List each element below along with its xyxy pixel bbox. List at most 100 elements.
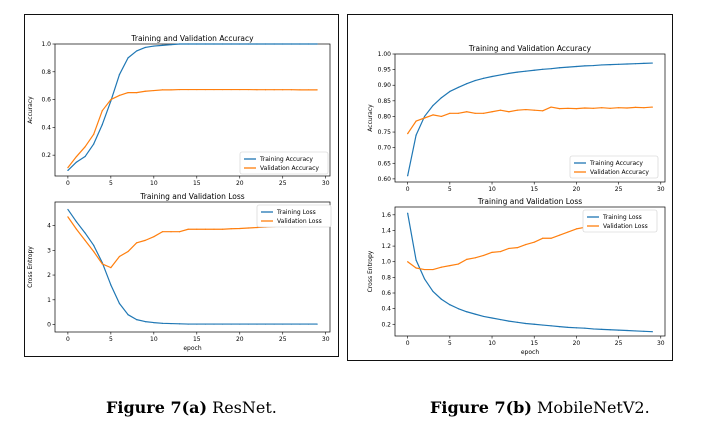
- resnet-accuracy-training-accuracy-point: [101, 123, 103, 126]
- resnet-accuracy-validation-accuracy-point: [75, 155, 78, 158]
- mobilenet-loss-training-loss-point: [584, 327, 586, 329]
- mobilenet-accuracy-training-accuracy-point: [432, 104, 434, 107]
- mobilenet-accuracy-ytick-label: 0.65: [378, 160, 392, 167]
- resnet-accuracy-validation-accuracy-point: [204, 88, 206, 91]
- resnet-accuracy-training-accuracy-point: [170, 44, 172, 46]
- resnet-loss-training-loss-point: [144, 321, 146, 323]
- resnet-loss-training-loss-point: [299, 323, 301, 325]
- mobilenet-accuracy-ytick-label: 0.60: [378, 176, 392, 183]
- mobilenet-loss-training-loss-point: [567, 326, 569, 328]
- resnet-accuracy-validation-accuracy-point: [213, 88, 215, 91]
- mobilenet-loss-ylabel: Cross Entropy: [367, 250, 374, 292]
- mobilenet-accuracy-training-accuracy-point: [457, 86, 459, 89]
- mobilenet-loss-training-loss-point: [592, 328, 594, 330]
- mobilenet-loss-training-loss-point: [491, 317, 493, 319]
- mobilenet-accuracy-xtick-label: 5: [448, 186, 452, 193]
- resnet-loss-training-loss-point: [256, 323, 258, 325]
- mobilenet-accuracy-training-accuracy-point: [533, 69, 535, 71]
- mobilenet-loss-validation-loss-point: [575, 228, 578, 230]
- mobilenet-accuracy-validation-accuracy-point: [499, 109, 502, 111]
- mobilenet-loss-xtick-label: 30: [657, 340, 665, 347]
- resnet-loss-ytick-label: 3: [47, 247, 51, 254]
- mobilenet-loss-xtick-label: 5: [448, 340, 452, 347]
- mobilenet-loss-training-loss-line: [407, 213, 653, 333]
- resnet-loss-training-loss-point: [264, 323, 267, 325]
- mobilenet-loss-validation-loss-point: [499, 250, 502, 253]
- resnet-accuracy-validation-accuracy-point: [316, 89, 318, 91]
- caption-resnet-label: Figure 7(a): [106, 398, 208, 417]
- resnet-accuracy-validation-accuracy-point: [110, 98, 112, 101]
- resnet-loss-training-loss-point: [127, 314, 129, 316]
- resnet-accuracy-training-accuracy-point: [136, 50, 138, 52]
- mobilenet-loss-training-loss-point: [457, 308, 459, 310]
- mobilenet-loss-training-loss-point: [415, 259, 417, 261]
- resnet-accuracy-xtick-label: 20: [236, 180, 244, 187]
- mobilenet-loss-ytick-label: 0.8: [381, 274, 391, 281]
- resnet-accuracy-training-accuracy-point: [179, 43, 181, 45]
- resnet-accuracy-validation-accuracy-point: [290, 89, 292, 91]
- mobilenet-accuracy-validation-accuracy-point: [474, 112, 476, 114]
- resnet-loss-training-loss-point: [84, 232, 86, 234]
- resnet-loss-validation-loss-point: [101, 263, 103, 265]
- mobilenet-accuracy-legend-label: Training Accuracy: [589, 160, 643, 167]
- resnet-loss-training-loss-point: [179, 323, 181, 325]
- mobilenet-accuracy-training-accuracy-point: [550, 68, 552, 70]
- resnet-accuracy-xtick-label: 10: [150, 180, 158, 187]
- resnet-loss-xtick-label: 0: [66, 336, 70, 343]
- mobilenet-accuracy-training-accuracy-point: [525, 70, 527, 72]
- figure-panel-mobilenetv2: [347, 14, 673, 361]
- resnet-accuracy-training-accuracy-point: [67, 169, 69, 172]
- resnet-accuracy-training-accuracy-point: [247, 43, 249, 45]
- mobilenet-accuracy-title: Training and Validation Accuracy: [468, 44, 592, 53]
- resnet-accuracy-legend-label: Training Accuracy: [259, 156, 313, 163]
- resnet-accuracy-training-accuracy-point: [239, 43, 241, 45]
- resnet-loss-validation-loss-point: [196, 228, 198, 230]
- resnet-accuracy-title: Training and Validation Accuracy: [130, 34, 254, 43]
- mobilenet-loss-legend: [582, 209, 658, 233]
- mobilenet-accuracy-training-accuracy-point: [482, 77, 485, 79]
- mobilenet-accuracy-training-accuracy-point: [516, 71, 518, 73]
- mobilenet-accuracy-legend-label: Validation Accuracy: [590, 169, 649, 176]
- mobilenet-accuracy-xtick-label: 20: [573, 186, 581, 193]
- mobilenet-loss-training-loss-point: [516, 321, 518, 323]
- resnet-accuracy-validation-accuracy-point: [136, 92, 138, 94]
- mobilenet-accuracy-training-accuracy-point: [474, 79, 476, 82]
- mobilenet-loss-training-loss-point: [575, 327, 578, 329]
- resnet-accuracy-validation-accuracy-point: [187, 88, 189, 91]
- resnet-loss-training-loss-point: [75, 221, 78, 223]
- resnet-accuracy-validation-accuracy-point: [256, 89, 258, 91]
- mobilenet-loss-xtick-label: 25: [615, 340, 623, 347]
- resnet-accuracy-legend: [239, 151, 329, 175]
- resnet-accuracy-validation-accuracy-point: [196, 88, 198, 91]
- mobilenet-accuracy-training-accuracy-point: [575, 65, 578, 68]
- resnet-loss-xlabel: epoch: [183, 345, 201, 352]
- mobilenet-accuracy-xtick-label: 0: [406, 186, 410, 193]
- resnet-loss-training-loss-point: [273, 323, 275, 325]
- mobilenet-loss-ytick-label: 1.6: [381, 212, 391, 219]
- resnet-accuracy-validation-accuracy-point: [118, 94, 121, 97]
- resnet-accuracy-validation-accuracy-point: [93, 133, 95, 135]
- mobilenet-loss-legend-label: Validation Loss: [603, 223, 648, 230]
- mobilenet-loss-training-loss-point: [466, 311, 468, 313]
- resnet-accuracy-validation-accuracy-line: [67, 88, 318, 169]
- mobilenet-loss-xtick-label: 15: [530, 340, 538, 347]
- mobilenet-accuracy-training-accuracy-point: [508, 72, 510, 74]
- mobilenet-accuracy-validation-accuracy-point: [634, 106, 637, 108]
- mobilenet-accuracy-ytick-label: 0.70: [378, 145, 392, 152]
- resnet-accuracy-legend-label: Validation Accuracy: [260, 165, 319, 172]
- resnet-loss-validation-loss-point: [247, 227, 249, 229]
- mobilenet-accuracy-training-accuracy-point: [626, 63, 628, 65]
- mobilenet-loss-axes-frame: [394, 206, 666, 337]
- mobilenet-accuracy-validation-accuracy-point: [550, 106, 552, 108]
- mobilenet-accuracy-training-accuracy-line: [407, 62, 653, 176]
- mobilenet-loss-ytick-label: 1.2: [381, 243, 391, 250]
- mobilenet-accuracy-validation-accuracy-point: [567, 107, 569, 109]
- mobilenet-accuracy-validation-accuracy-point: [558, 108, 561, 110]
- mobilenet-accuracy-validation-accuracy-point: [449, 112, 451, 114]
- resnet-loss-ytick-label: 0: [47, 322, 51, 329]
- mobilenet-accuracy-validation-accuracy-point: [407, 133, 409, 135]
- resnet-accuracy-training-accuracy-point: [221, 43, 224, 45]
- resnet-loss-axes-frame: [54, 201, 331, 333]
- mobilenet-accuracy-validation-accuracy-point: [432, 114, 434, 116]
- mobilenet-loss-training-loss-point: [499, 318, 502, 321]
